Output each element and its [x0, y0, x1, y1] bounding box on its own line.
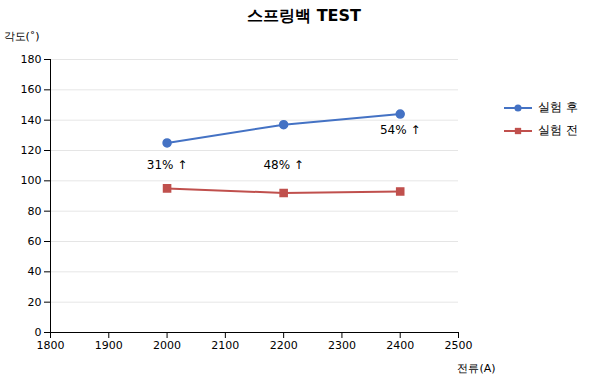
- svg-text:1800: 1800: [37, 339, 65, 352]
- svg-text:2400: 2400: [386, 339, 414, 352]
- svg-text:60: 60: [28, 235, 42, 248]
- svg-text:20: 20: [28, 296, 42, 309]
- svg-text:54% ↑: 54% ↑: [380, 123, 421, 137]
- html-text:스프링백 TEST: 스프링백 TEST: [247, 6, 361, 25]
- svg-text:2100: 2100: [211, 339, 239, 352]
- svg-text:40: 40: [28, 265, 42, 278]
- svg-text:140: 140: [21, 114, 42, 127]
- svg-text:100: 100: [21, 174, 42, 187]
- svg-text:160: 160: [21, 83, 42, 96]
- svg-text:전류(A): 전류(A): [457, 362, 495, 375]
- svg-text:48% ↑: 48% ↑: [263, 158, 304, 172]
- html-text:실험 전: 실험 전: [538, 123, 578, 137]
- svg-text:0: 0: [35, 326, 42, 339]
- svg-text:80: 80: [28, 205, 42, 218]
- svg-text:180: 180: [21, 53, 42, 66]
- svg-text:2200: 2200: [270, 339, 298, 352]
- svg-text:2300: 2300: [328, 339, 356, 352]
- svg-text:1900: 1900: [95, 339, 123, 352]
- svg-text:31% ↑: 31% ↑: [147, 158, 188, 172]
- svg-text:120: 120: [21, 144, 42, 157]
- svg-text:각도(˚): 각도(˚): [4, 30, 40, 43]
- svg-text:2000: 2000: [153, 339, 181, 352]
- svg-text:2500: 2500: [445, 339, 473, 352]
- html-text:실험 후: 실험 후: [538, 100, 578, 114]
